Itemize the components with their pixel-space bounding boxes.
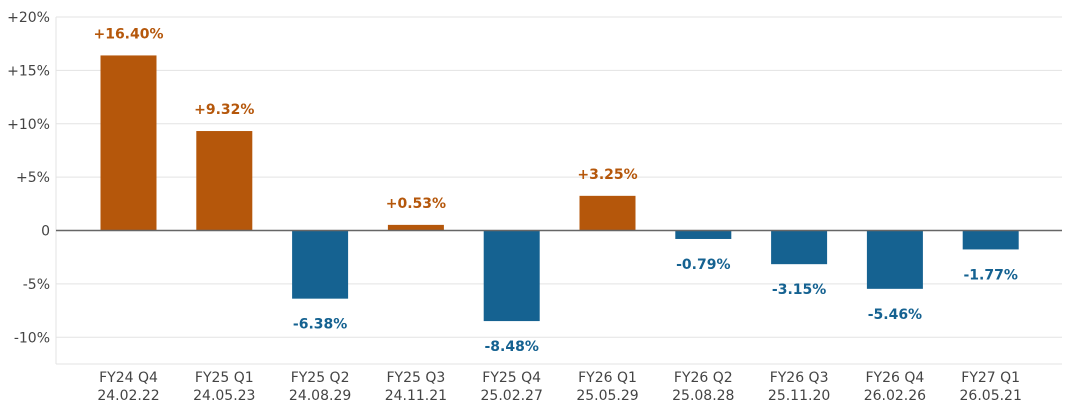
- bar: [292, 230, 349, 299]
- x-tick-label-quarter: FY25 Q4: [482, 370, 541, 386]
- x-tick-label-quarter: FY25 Q1: [195, 370, 254, 386]
- x-tick-label-date: 24.11.21: [385, 388, 447, 404]
- x-axis: FY24 Q4 24.02.22 FY25 Q1 24.05.23 FY25 Q2 24.…: [97, 370, 1022, 404]
- y-tick-label: +5%: [16, 170, 50, 186]
- x-tick-label-quarter: FY26 Q2: [674, 370, 733, 386]
- bar: [579, 195, 636, 231]
- x-tick-label-date: 25.08.28: [672, 388, 734, 404]
- bar: [675, 230, 732, 239]
- data-label: -8.48%: [485, 339, 539, 355]
- x-tick-label-date: 25.05.29: [576, 388, 638, 404]
- y-tick-label: +15%: [7, 63, 50, 79]
- bar: [962, 230, 1019, 250]
- y-tick-label: 0: [41, 224, 50, 240]
- data-label: -6.38%: [293, 317, 347, 333]
- x-tick-label-quarter: FY26 Q3: [770, 370, 829, 386]
- bars: [100, 55, 1019, 322]
- x-tick-label-date: 24.08.29: [289, 388, 351, 404]
- x-tick-label-quarter: FY25 Q2: [291, 370, 350, 386]
- bar: [483, 230, 540, 322]
- data-label: +16.40%: [93, 26, 163, 42]
- bar: [387, 224, 444, 231]
- data-label: -0.79%: [676, 257, 730, 273]
- data-labels: +16.40% +9.32% -6.38% +0.53% -8.48% +3.25% -0.…: [93, 26, 1017, 355]
- data-label: -3.15%: [772, 282, 826, 298]
- x-tick-label-date: 25.11.20: [768, 388, 830, 404]
- x-tick-label-date: 26.05.21: [960, 388, 1022, 404]
- x-tick-label-quarter: FY24 Q4: [99, 370, 158, 386]
- x-tick-label-quarter: FY26 Q4: [866, 370, 925, 386]
- data-label: +9.32%: [194, 102, 254, 118]
- data-label: -1.77%: [964, 267, 1018, 283]
- y-tick-label: +10%: [7, 117, 50, 133]
- x-tick-label-date: 24.05.23: [193, 388, 255, 404]
- y-tick-label: -10%: [14, 330, 50, 346]
- x-tick-label-date: 25.02.27: [481, 388, 543, 404]
- bar: [100, 55, 157, 231]
- data-label: +3.25%: [577, 167, 637, 183]
- bar: [771, 230, 828, 265]
- x-tick-label-quarter: FY27 Q1: [961, 370, 1020, 386]
- bar: [196, 131, 253, 231]
- y-axis: +20% +15% +10% +5% 0 -5% -10%: [7, 10, 50, 346]
- y-tick-label: +20%: [7, 10, 50, 26]
- x-tick-label-quarter: FY26 Q1: [578, 370, 637, 386]
- x-tick-label-date: 24.02.22: [97, 388, 159, 404]
- data-label: -5.46%: [868, 307, 922, 323]
- bar: [866, 230, 923, 289]
- x-tick-label-quarter: FY25 Q3: [387, 370, 446, 386]
- x-tick-label-date: 26.02.26: [864, 388, 926, 404]
- data-label: +0.53%: [386, 196, 446, 212]
- y-tick-label: -5%: [23, 277, 50, 293]
